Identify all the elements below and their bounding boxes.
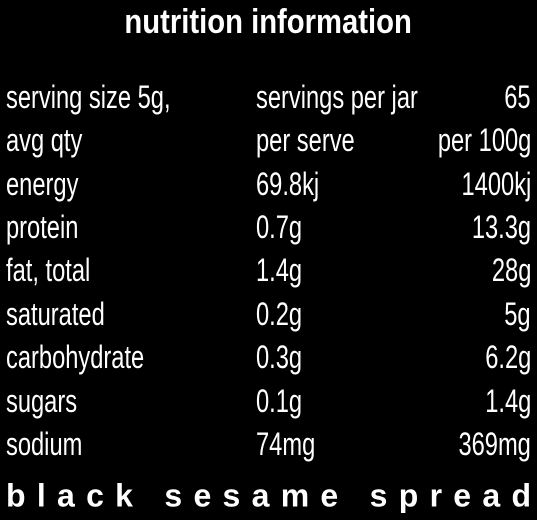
- footer-box: black sesame spread: [6, 477, 531, 513]
- row-value: 0.1g: [256, 383, 303, 419]
- row-label: fat, total: [6, 252, 91, 288]
- row-label: serving size 5g,: [6, 79, 171, 115]
- row-label: protein: [6, 209, 79, 245]
- row-label: avg qty: [6, 122, 83, 158]
- row-value: 0.3g: [256, 339, 303, 375]
- footer: black sesame spread: [6, 477, 531, 513]
- row-value: 69.8kj: [256, 166, 320, 202]
- row-value: 5g: [504, 296, 531, 332]
- row-value: 1.4g: [256, 252, 303, 288]
- row-value: 1400kj: [461, 166, 531, 202]
- row-value: per 100g: [437, 122, 531, 158]
- row-label: energy: [6, 166, 79, 202]
- row-value: 74mg: [256, 426, 316, 462]
- row-label: saturated: [6, 296, 105, 332]
- row-value: per serve: [256, 122, 355, 158]
- row-value: 1.4g: [484, 383, 531, 419]
- row-value: 28g: [491, 252, 531, 288]
- row-value: 0.2g: [256, 296, 303, 332]
- row-label: sugars: [6, 383, 78, 419]
- row-label: carbohydrate: [6, 339, 145, 375]
- row-value: 13.3g: [471, 209, 531, 245]
- row-value: 65: [504, 79, 531, 115]
- row-value: 6.2g: [484, 339, 531, 375]
- row-label: sodium: [6, 426, 83, 462]
- title-box: nutrition information: [0, 5, 537, 39]
- row-value: 369mg: [458, 426, 531, 462]
- title: nutrition information: [124, 3, 413, 41]
- row-value: servings per jar: [256, 79, 418, 115]
- row-value: 0.7g: [256, 209, 303, 245]
